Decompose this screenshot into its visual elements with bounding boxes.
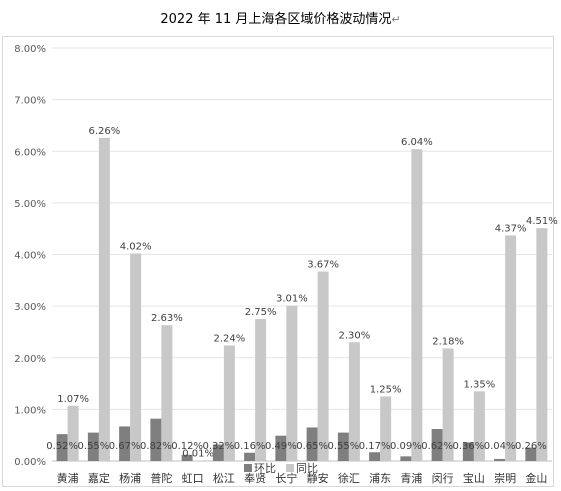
x-tick-label: 浦东 [369, 472, 391, 485]
data-label-yoy: 2.24% [213, 333, 245, 344]
bar-yoy [255, 319, 267, 461]
data-label-mom: 0.49% [265, 441, 297, 452]
bar-yoy [380, 396, 392, 461]
x-tick-label: 闵行 [432, 471, 454, 485]
bar-mom [400, 456, 412, 461]
data-label-mom: 0.52% [46, 441, 78, 452]
data-label-yoy: 6.04% [401, 137, 433, 148]
y-tick-label: 1.00% [14, 405, 46, 416]
data-label-yoy: 0.01% [182, 448, 214, 459]
x-tick-label: 黄浦 [57, 471, 79, 485]
data-label-mom: 0.82% [140, 441, 172, 452]
data-label-mom: 0.04% [484, 441, 516, 452]
x-tick-label: 普陀 [150, 471, 172, 485]
y-tick-label: 2.00% [14, 354, 46, 365]
legend-swatch-mom [244, 464, 252, 472]
chart-title: 2022 年 11 月上海各区域价格波动情况↵ [0, 8, 561, 27]
chart-frame [2, 36, 554, 487]
data-label-mom: 0.65% [296, 441, 328, 452]
bar-yoy [223, 345, 235, 461]
x-tick-label: 徐汇 [338, 471, 360, 485]
bar-mom [337, 432, 349, 461]
y-tick-label: 5.00% [14, 199, 46, 210]
x-tick-label: 虹口 [182, 472, 204, 485]
data-label-mom: 0.09% [390, 441, 422, 452]
data-label-mom: 0.32% [202, 441, 234, 452]
bar-yoy [192, 460, 204, 461]
bar-yoy [442, 348, 454, 461]
bar-mom [431, 428, 443, 461]
bar-mom [119, 426, 131, 461]
legend-label-mom: 环比 [254, 462, 276, 475]
data-label-mom: 0.55% [327, 441, 359, 452]
bar-yoy [67, 405, 79, 461]
bar-mom [275, 435, 287, 461]
data-label-yoy: 2.75% [245, 307, 277, 318]
data-label-yoy: 6.26% [88, 126, 120, 137]
data-label-yoy: 1.35% [463, 379, 495, 390]
y-tick-label: 4.00% [14, 251, 46, 262]
bar-yoy [286, 305, 298, 461]
x-tick-label: 松江 [213, 471, 235, 485]
data-label-yoy: 3.67% [307, 260, 339, 271]
bar-yoy [505, 235, 517, 461]
legend-label-yoy: 同比 [296, 462, 318, 475]
legend-swatch-yoy [286, 464, 294, 472]
data-label-yoy: 4.37% [495, 223, 527, 234]
data-label-mom: 0.36% [452, 441, 484, 452]
x-tick-label: 嘉定 [88, 471, 110, 485]
data-label-mom: 0.12% [171, 441, 203, 452]
bar-mom [494, 458, 506, 461]
x-tick-label: 金山 [525, 471, 547, 485]
bar-yoy [473, 391, 485, 461]
bar-mom [212, 444, 224, 461]
x-tick-label: 奉贤 [244, 471, 266, 485]
bar-yoy [536, 228, 548, 461]
data-label-yoy: 4.02% [120, 241, 152, 252]
data-label-yoy: 1.25% [370, 384, 402, 395]
bar-mom [244, 452, 256, 461]
x-tick-label: 静安 [307, 471, 329, 485]
data-label-mom: 0.16% [234, 441, 266, 452]
bar-mom [306, 427, 318, 461]
data-label-yoy: 4.51% [526, 216, 558, 227]
bar-yoy [348, 342, 360, 461]
y-tick-label: 8.00% [14, 44, 46, 55]
bar-mom [56, 434, 68, 461]
bar-mom [87, 432, 99, 461]
x-tick-label: 崇明 [494, 472, 516, 485]
bar-yoy [411, 149, 423, 461]
data-label-mom: 0.55% [77, 441, 109, 452]
x-tick-label: 长宁 [275, 471, 297, 485]
bar-mom [150, 418, 162, 461]
bar-yoy [317, 271, 329, 461]
data-label-yoy: 1.07% [57, 394, 89, 405]
bar-mom [369, 452, 381, 461]
data-label-yoy: 3.01% [276, 294, 308, 305]
paragraph-return-mark: ↵ [391, 13, 401, 26]
x-tick-label: 宝山 [463, 471, 485, 485]
chart-title-text: 2022 年 11 月上海各区域价格波动情况 [160, 12, 392, 27]
bar-mom [525, 447, 537, 461]
y-tick-label: 7.00% [14, 96, 46, 107]
data-label-yoy: 2.18% [432, 336, 464, 347]
data-label-mom: 0.62% [421, 441, 453, 452]
bar-yoy [161, 325, 173, 461]
x-tick-label: 青浦 [400, 472, 422, 485]
data-label-yoy: 2.63% [151, 313, 183, 324]
data-label-mom: 0.26% [515, 441, 547, 452]
x-tick-label: 杨浦 [119, 471, 141, 485]
data-label-mom: 0.17% [359, 441, 391, 452]
y-tick-label: 3.00% [14, 302, 46, 313]
bar-mom [462, 442, 474, 461]
bar-mom [181, 454, 193, 461]
data-label-mom: 0.67% [109, 441, 141, 452]
y-tick-label: 6.00% [14, 147, 46, 158]
data-label-yoy: 2.30% [338, 330, 370, 341]
y-tick-label: 0.00% [14, 457, 46, 468]
bar-yoy [130, 253, 142, 461]
bar-yoy [98, 137, 110, 461]
